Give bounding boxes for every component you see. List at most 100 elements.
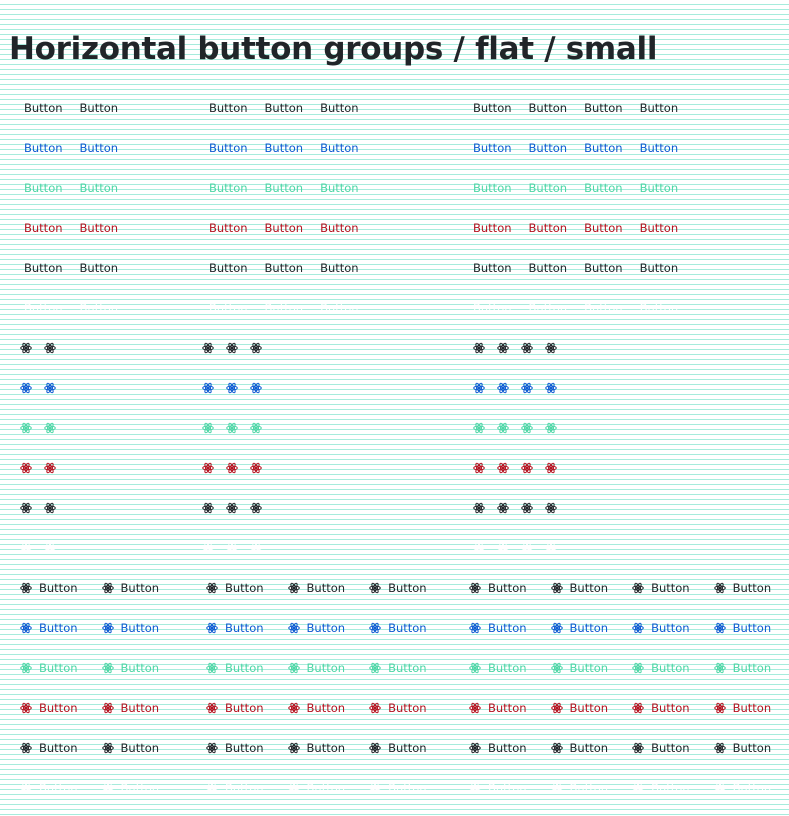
- danger-icon-button[interactable]: [521, 458, 533, 478]
- default-icon-button[interactable]: [250, 498, 262, 518]
- dark-icon-text-button[interactable]: Button: [20, 578, 78, 598]
- success-icon-text-button[interactable]: Button: [101, 658, 159, 678]
- default-text-button[interactable]: Button: [525, 258, 572, 278]
- danger-icon-button[interactable]: [20, 458, 32, 478]
- dark-text-button[interactable]: Button: [76, 98, 123, 118]
- primary-text-button[interactable]: Button: [636, 138, 683, 158]
- dark-icon-button[interactable]: [20, 338, 32, 358]
- light-text-button[interactable]: Button: [76, 298, 123, 318]
- light-text-button[interactable]: Button: [20, 298, 67, 318]
- dark-text-button[interactable]: Button: [205, 98, 252, 118]
- dark-text-button[interactable]: Button: [525, 98, 572, 118]
- success-icon-button[interactable]: [545, 418, 557, 438]
- dark-icon-button[interactable]: [545, 338, 557, 358]
- light-icon-button[interactable]: [226, 538, 238, 558]
- default-icon-button[interactable]: [473, 498, 485, 518]
- danger-icon-text-button[interactable]: Button: [20, 698, 78, 718]
- primary-icon-button[interactable]: [202, 378, 214, 398]
- light-icon-text-button[interactable]: Button: [206, 778, 264, 798]
- dark-icon-text-button[interactable]: Button: [287, 578, 345, 598]
- danger-icon-button[interactable]: [250, 458, 262, 478]
- default-icon-button[interactable]: [545, 498, 557, 518]
- primary-icon-button[interactable]: [44, 378, 56, 398]
- dark-text-button[interactable]: Button: [20, 98, 67, 118]
- primary-text-button[interactable]: Button: [20, 138, 67, 158]
- success-icon-button[interactable]: [473, 418, 485, 438]
- dark-text-button[interactable]: Button: [580, 98, 627, 118]
- dark-icon-text-button[interactable]: Button: [369, 578, 427, 598]
- default-text-button[interactable]: Button: [316, 258, 363, 278]
- danger-icon-text-button[interactable]: Button: [287, 698, 345, 718]
- default-icon-button[interactable]: [20, 498, 32, 518]
- danger-icon-button[interactable]: [497, 458, 509, 478]
- success-icon-text-button[interactable]: Button: [632, 658, 690, 678]
- danger-icon-button[interactable]: [545, 458, 557, 478]
- dark-text-button[interactable]: Button: [469, 98, 516, 118]
- default-icon-button[interactable]: [44, 498, 56, 518]
- default-text-button[interactable]: Button: [636, 258, 683, 278]
- success-icon-button[interactable]: [521, 418, 533, 438]
- primary-icon-button[interactable]: [545, 378, 557, 398]
- danger-icon-text-button[interactable]: Button: [369, 698, 427, 718]
- success-icon-text-button[interactable]: Button: [287, 658, 345, 678]
- light-icon-text-button[interactable]: Button: [713, 778, 771, 798]
- primary-text-button[interactable]: Button: [525, 138, 572, 158]
- dark-icon-button[interactable]: [202, 338, 214, 358]
- primary-icon-text-button[interactable]: Button: [101, 618, 159, 638]
- success-text-button[interactable]: Button: [76, 178, 123, 198]
- dark-text-button[interactable]: Button: [316, 98, 363, 118]
- light-text-button[interactable]: Button: [469, 298, 516, 318]
- primary-icon-button[interactable]: [521, 378, 533, 398]
- default-icon-text-button[interactable]: Button: [287, 738, 345, 758]
- default-text-button[interactable]: Button: [469, 258, 516, 278]
- success-icon-button[interactable]: [20, 418, 32, 438]
- dark-icon-button[interactable]: [250, 338, 262, 358]
- primary-text-button[interactable]: Button: [469, 138, 516, 158]
- dark-icon-button[interactable]: [473, 338, 485, 358]
- primary-icon-text-button[interactable]: Button: [469, 618, 527, 638]
- default-icon-text-button[interactable]: Button: [632, 738, 690, 758]
- light-text-button[interactable]: Button: [316, 298, 363, 318]
- default-icon-text-button[interactable]: Button: [469, 738, 527, 758]
- default-icon-button[interactable]: [497, 498, 509, 518]
- light-icon-text-button[interactable]: Button: [550, 778, 608, 798]
- success-icon-button[interactable]: [44, 418, 56, 438]
- success-text-button[interactable]: Button: [469, 178, 516, 198]
- light-icon-text-button[interactable]: Button: [369, 778, 427, 798]
- default-icon-text-button[interactable]: Button: [20, 738, 78, 758]
- default-text-button[interactable]: Button: [20, 258, 67, 278]
- primary-text-button[interactable]: Button: [205, 138, 252, 158]
- dark-icon-button[interactable]: [226, 338, 238, 358]
- default-icon-text-button[interactable]: Button: [713, 738, 771, 758]
- primary-icon-button[interactable]: [497, 378, 509, 398]
- primary-text-button[interactable]: Button: [261, 138, 308, 158]
- danger-icon-text-button[interactable]: Button: [206, 698, 264, 718]
- danger-icon-button[interactable]: [202, 458, 214, 478]
- primary-icon-text-button[interactable]: Button: [369, 618, 427, 638]
- dark-icon-text-button[interactable]: Button: [101, 578, 159, 598]
- primary-icon-text-button[interactable]: Button: [632, 618, 690, 638]
- danger-text-button[interactable]: Button: [636, 218, 683, 238]
- danger-text-button[interactable]: Button: [316, 218, 363, 238]
- light-icon-text-button[interactable]: Button: [287, 778, 345, 798]
- dark-icon-text-button[interactable]: Button: [469, 578, 527, 598]
- light-icon-button[interactable]: [521, 538, 533, 558]
- dark-icon-button[interactable]: [521, 338, 533, 358]
- danger-icon-text-button[interactable]: Button: [632, 698, 690, 718]
- danger-text-button[interactable]: Button: [76, 218, 123, 238]
- light-icon-text-button[interactable]: Button: [469, 778, 527, 798]
- success-icon-button[interactable]: [497, 418, 509, 438]
- success-icon-text-button[interactable]: Button: [20, 658, 78, 678]
- dark-icon-button[interactable]: [497, 338, 509, 358]
- danger-text-button[interactable]: Button: [469, 218, 516, 238]
- success-text-button[interactable]: Button: [580, 178, 627, 198]
- success-icon-button[interactable]: [226, 418, 238, 438]
- danger-icon-button[interactable]: [473, 458, 485, 478]
- success-icon-text-button[interactable]: Button: [550, 658, 608, 678]
- primary-icon-button[interactable]: [473, 378, 485, 398]
- light-icon-button[interactable]: [473, 538, 485, 558]
- light-icon-button[interactable]: [20, 538, 32, 558]
- danger-text-button[interactable]: Button: [261, 218, 308, 238]
- light-icon-text-button[interactable]: Button: [101, 778, 159, 798]
- danger-icon-button[interactable]: [226, 458, 238, 478]
